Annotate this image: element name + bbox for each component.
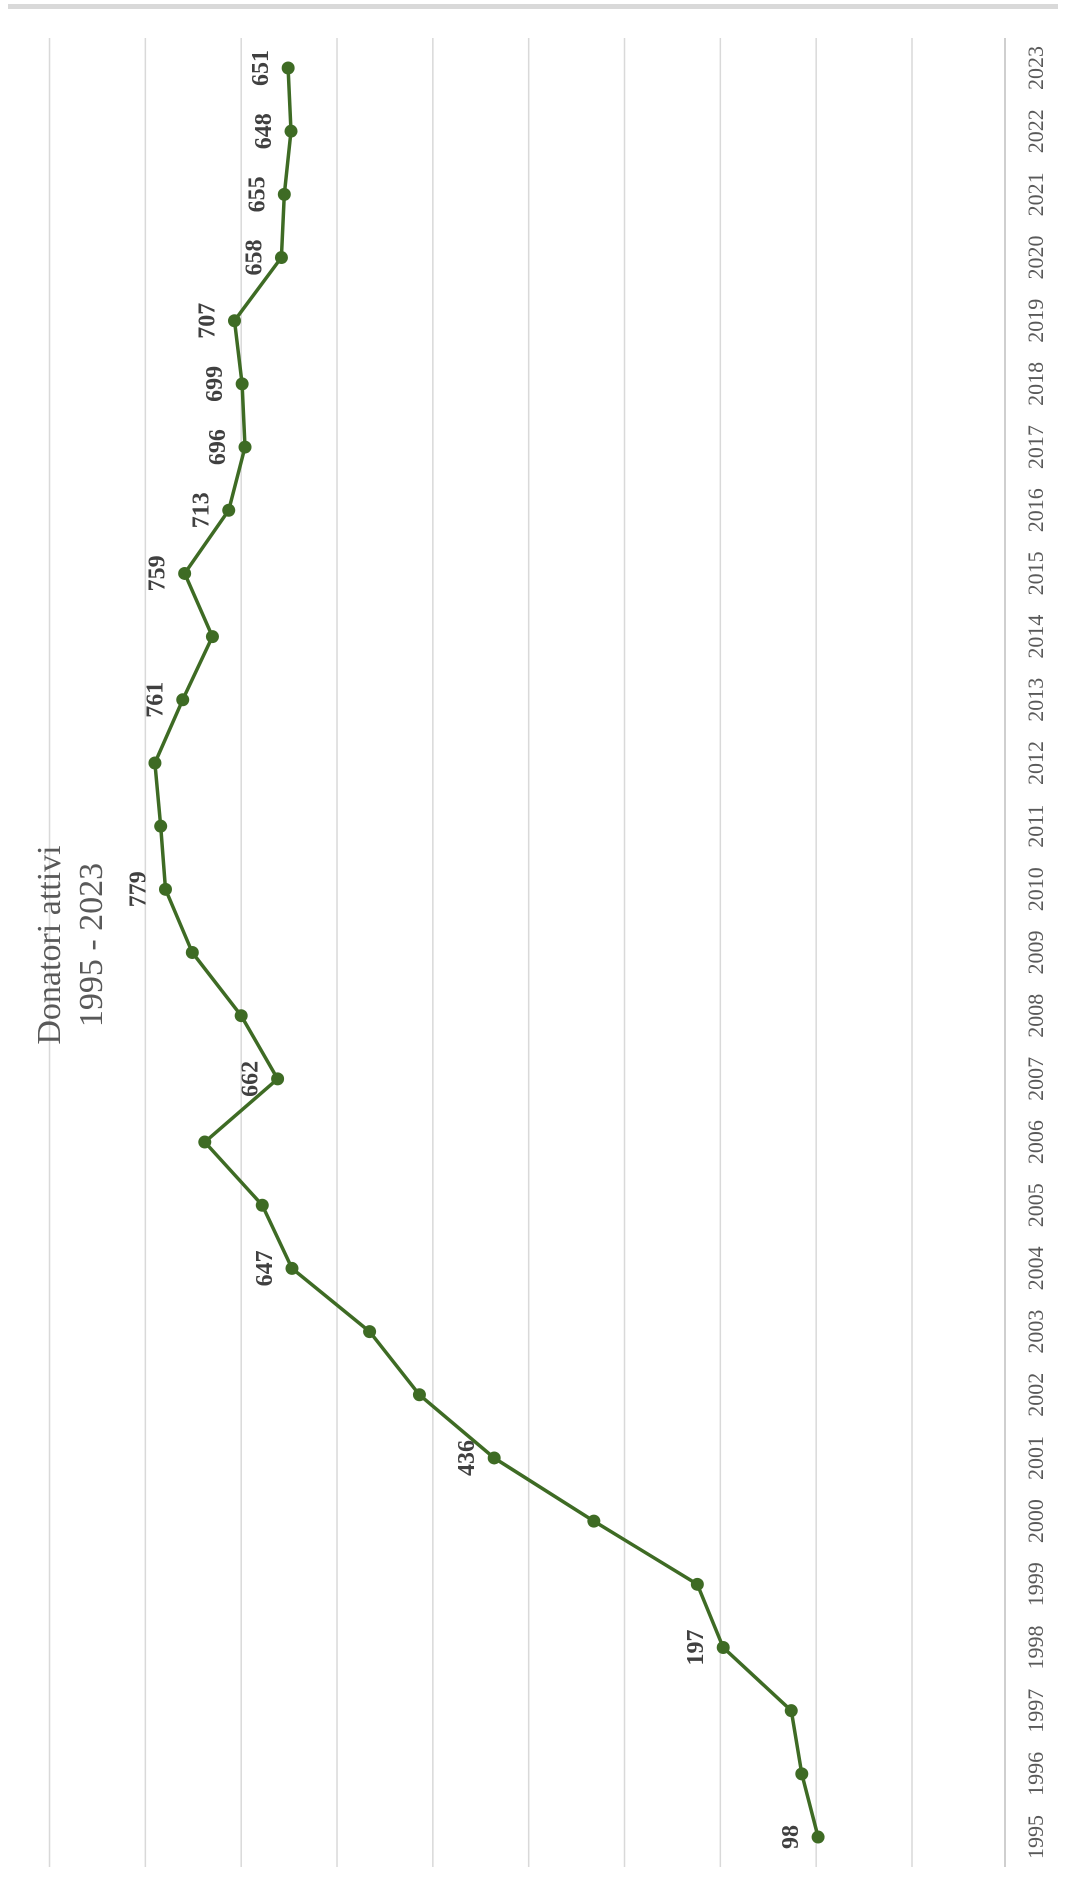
data-point: [234, 1009, 248, 1023]
data-label: 647: [252, 1250, 278, 1286]
data-label: 779: [126, 871, 152, 907]
data-point: [185, 946, 199, 960]
x-tick-label: 2003: [1023, 1310, 1048, 1354]
x-tick-label: 2009: [1023, 931, 1048, 975]
data-point: [178, 566, 192, 580]
data-point: [285, 1261, 299, 1275]
x-tick-label: 2006: [1023, 1120, 1048, 1164]
x-tick-label: 2004: [1023, 1246, 1048, 1290]
title-group: Donatori attivi 1995 - 2023: [31, 845, 110, 1044]
data-point: [277, 187, 291, 201]
x-tick-label: 2002: [1023, 1373, 1048, 1417]
x-tick-label: 2016: [1023, 488, 1048, 532]
data-point: [176, 693, 190, 707]
data-point: [363, 1325, 377, 1339]
data-point: [205, 630, 219, 644]
data-point: [235, 377, 249, 391]
data-label: 713: [189, 492, 215, 528]
data-point: [784, 1704, 798, 1718]
data-point: [271, 1072, 285, 1086]
data-point: [795, 1767, 809, 1781]
data-label: 197: [683, 1630, 709, 1666]
data-point: [690, 1577, 704, 1591]
data-point: [255, 1198, 269, 1212]
gridlines: [48, 38, 913, 1867]
x-tick-label: 2011: [1023, 805, 1048, 848]
x-tick-label: 1999: [1023, 1562, 1048, 1606]
x-tick-label: 1998: [1023, 1626, 1048, 1670]
data-point: [158, 882, 172, 896]
x-tick-label: 2007: [1023, 1057, 1048, 1101]
data-point: [587, 1514, 601, 1528]
x-tick-label: 2023: [1023, 46, 1048, 90]
series-markers: [148, 61, 825, 1844]
x-tick-labels: 1995 1996 1997 1998 1999 2000 2001 2002 2003 2004…: [1023, 46, 1048, 1859]
data-label: 761: [143, 682, 169, 718]
x-tick-label: 2005: [1023, 1183, 1048, 1227]
x-tick-label: 2012: [1023, 741, 1048, 785]
x-tick-label: 2019: [1023, 299, 1048, 343]
data-label: 696: [205, 429, 231, 465]
series-line-group: [153, 67, 820, 1838]
data-point: [154, 819, 168, 833]
x-tick-label: 2014: [1023, 615, 1048, 659]
x-tick-label: 2013: [1023, 678, 1048, 722]
data-label: 436: [454, 1440, 480, 1476]
x-tick-label: 1995: [1023, 1815, 1048, 1859]
data-label: 662: [238, 1061, 264, 1097]
x-tick-label: 2020: [1023, 236, 1048, 280]
data-label: 759: [145, 555, 171, 591]
chart-subtitle: 1995 - 2023: [73, 863, 110, 1027]
series-line: [153, 67, 820, 1838]
data-point: [148, 756, 162, 770]
x-tick-label: 2010: [1023, 867, 1048, 911]
data-label: 707: [195, 303, 221, 339]
data-label: 651: [248, 50, 274, 86]
data-label: 98: [778, 1825, 804, 1849]
data-point: [811, 1830, 825, 1844]
data-point: [412, 1388, 426, 1402]
data-label: 655: [244, 176, 270, 212]
x-tick-label: 2022: [1023, 109, 1048, 153]
data-point: [716, 1641, 730, 1654]
x-tick-label: 2021: [1023, 172, 1048, 216]
data-point: [281, 61, 295, 75]
chart-title: Donatori attivi: [31, 845, 68, 1044]
data-point: [227, 314, 241, 328]
data-point: [222, 503, 236, 517]
x-tick-label: 2000: [1023, 1499, 1048, 1543]
x-tick-label: 2018: [1023, 362, 1048, 406]
top-border: [8, 4, 1058, 9]
data-label: 699: [202, 366, 228, 402]
data-point: [198, 1135, 212, 1149]
x-tick-label: 2008: [1023, 994, 1048, 1038]
x-tick-label: 2017: [1023, 425, 1048, 469]
data-point: [238, 440, 252, 454]
data-label: 648: [251, 113, 277, 149]
data-labels: 98 197 436 647 662 779 761 759 713 696 699 707 658 65…: [126, 50, 805, 1849]
data-point: [284, 124, 298, 138]
x-tick-label: 2015: [1023, 551, 1048, 595]
x-tick-label: 1997: [1023, 1689, 1048, 1733]
data-point: [274, 251, 288, 265]
data-label: 658: [241, 240, 267, 276]
x-tick-label: 2001: [1023, 1436, 1048, 1480]
data-point: [487, 1451, 501, 1465]
x-tick-label: 1996: [1023, 1752, 1048, 1796]
